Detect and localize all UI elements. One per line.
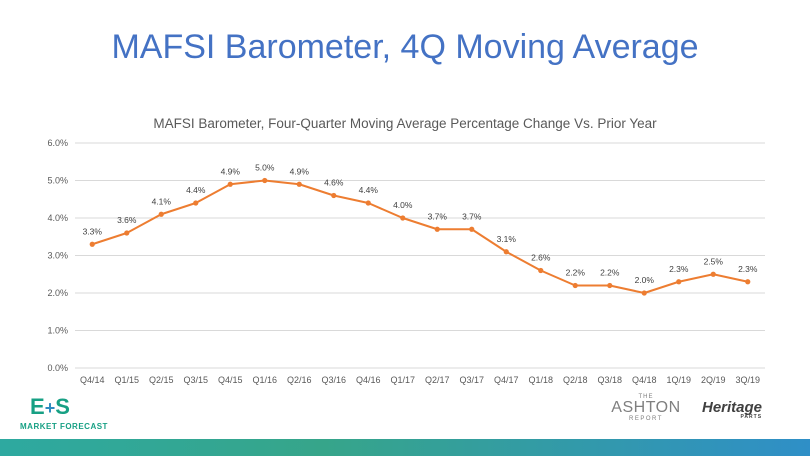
x-tick-label: Q2/16 <box>287 375 312 385</box>
y-tick-label: 2.0% <box>47 288 68 298</box>
data-labels: 3.3% 3.6% 4.1% 4.4% 4.9% 5.0% 4.9% 4.6% 4.4% 4.0%… <box>83 163 758 286</box>
y-tick-label: 0.0% <box>47 363 68 373</box>
x-tick-label: Q4/16 <box>356 375 381 385</box>
y-tick-label: 6.0% <box>47 138 68 148</box>
data-label: 2.0% <box>635 275 655 285</box>
x-tick-label: Q2/17 <box>425 375 450 385</box>
data-point <box>158 211 164 217</box>
data-label: 2.2% <box>566 268 586 278</box>
data-point <box>193 200 199 206</box>
y-tick-label: 1.0% <box>47 326 68 336</box>
data-point <box>296 181 302 187</box>
heritage-name: Heritage <box>702 399 763 416</box>
x-tick-label: Q3/15 <box>183 375 208 385</box>
data-point <box>227 181 233 187</box>
ashton-the: THE <box>638 394 654 400</box>
x-tick-label: Q4/17 <box>494 375 519 385</box>
x-axis-ticks: Q4/14 Q1/15 Q2/15 Q3/15 Q4/15 Q1/16 Q2/16 Q3/16… <box>80 375 760 385</box>
x-tick-label: Q2/15 <box>149 375 174 385</box>
data-label: 4.9% <box>221 166 241 176</box>
data-label: 4.1% <box>152 196 172 206</box>
y-axis-ticks: 0.0% 1.0% 2.0% 3.0% 4.0% 5.0% 6.0% <box>47 138 68 373</box>
es-logo-s: S <box>55 394 70 419</box>
data-point <box>538 267 544 274</box>
chart-title: MAFSI Barometer, Four-Quarter Moving Ave… <box>153 116 657 131</box>
data-point <box>89 241 95 247</box>
x-tick-label: Q3/16 <box>321 375 346 385</box>
x-tick-label: 1Q/19 <box>666 375 691 385</box>
data-label: 5.0% <box>255 163 275 173</box>
data-point <box>469 226 475 232</box>
data-point <box>262 177 268 184</box>
data-point <box>572 282 578 289</box>
data-point <box>607 282 613 289</box>
data-point <box>745 279 751 285</box>
y-tick-label: 3.0% <box>47 251 68 261</box>
data-label: 3.1% <box>497 234 517 244</box>
x-tick-label: Q1/17 <box>390 375 415 385</box>
es-logo-e: E <box>30 394 45 419</box>
y-tick-label: 4.0% <box>47 213 68 223</box>
data-label: 4.6% <box>324 178 344 188</box>
x-tick-label: Q1/18 <box>528 375 553 385</box>
data-point <box>641 290 647 296</box>
x-tick-label: Q4/18 <box>632 375 657 385</box>
data-label: 2.2% <box>600 268 620 278</box>
data-label: 2.3% <box>669 264 689 274</box>
data-point <box>331 192 337 199</box>
data-label: 4.4% <box>359 185 379 195</box>
x-tick-label: Q2/18 <box>563 375 588 385</box>
data-label: 2.6% <box>531 253 551 263</box>
slide-title: MAFSI Barometer, 4Q Moving Average <box>111 28 699 66</box>
data-label: 3.3% <box>83 226 103 236</box>
data-label: 4.9% <box>290 166 310 176</box>
heritage-parts-logo: Heritage PARTS <box>702 399 762 420</box>
line-chart: MAFSI Barometer, Four-Quarter Moving Ave… <box>47 116 765 385</box>
heritage-parts: PARTS <box>740 414 763 420</box>
data-label: 4.0% <box>393 200 413 210</box>
data-point <box>676 279 682 285</box>
data-label: 3.7% <box>428 211 448 221</box>
series-line-path <box>91 179 748 294</box>
y-tick-label: 5.0% <box>47 176 68 186</box>
x-tick-label: Q4/14 <box>80 375 105 385</box>
x-tick-label: Q3/17 <box>459 375 484 385</box>
bottom-gradient-bar <box>0 439 810 456</box>
x-tick-label: Q4/15 <box>218 375 243 385</box>
data-label: 3.7% <box>462 211 482 221</box>
ashton-report-logo: THE ASHTON REPORT <box>608 394 684 422</box>
market-forecast-label: MARKET FORECAST <box>20 422 108 431</box>
data-point <box>503 249 509 255</box>
ashton-name: ASHTON <box>611 399 681 416</box>
data-label: 3.6% <box>117 215 137 225</box>
x-tick-label: 3Q/19 <box>735 375 760 385</box>
data-point <box>710 271 716 277</box>
series-line <box>89 177 751 296</box>
es-logo: E+S <box>30 394 70 420</box>
gridlines <box>75 142 765 369</box>
x-tick-label: Q1/15 <box>114 375 139 385</box>
ashton-report: REPORT <box>629 416 663 422</box>
es-logo-plus: + <box>44 398 56 418</box>
data-label: 2.3% <box>738 264 758 274</box>
data-point <box>124 230 130 236</box>
data-point <box>400 215 406 221</box>
data-label: 2.5% <box>704 256 724 266</box>
data-point <box>434 226 440 232</box>
x-tick-label: Q1/16 <box>252 375 277 385</box>
data-label: 4.4% <box>186 185 206 195</box>
data-point <box>365 200 371 206</box>
x-tick-label: Q3/18 <box>597 375 622 385</box>
x-tick-label: 2Q/19 <box>701 375 726 385</box>
